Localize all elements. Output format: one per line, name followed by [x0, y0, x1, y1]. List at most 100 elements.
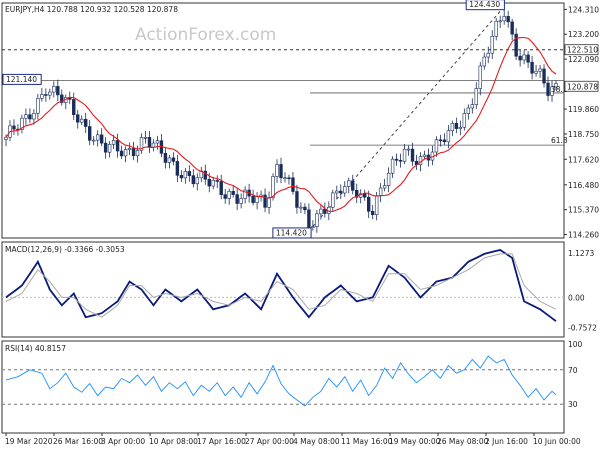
candle-body — [44, 94, 48, 96]
candle-body — [506, 16, 510, 23]
x-tick-label: 11 May 16:00 — [341, 437, 393, 446]
x-tick-label: 26 Mar 16:00 — [53, 437, 103, 446]
x-tick-label: 17 Apr 16:00 — [197, 437, 246, 446]
candle-body — [207, 178, 211, 187]
candle-body — [490, 35, 494, 54]
candle-body — [550, 86, 554, 96]
candle-body — [239, 198, 243, 204]
candle-body — [454, 123, 459, 129]
candle-body — [355, 189, 359, 198]
candle-body — [36, 98, 40, 114]
fib-382-label: 38.2 — [551, 85, 568, 94]
candle-body — [466, 107, 471, 114]
signal-line — [5, 253, 557, 318]
candle-body — [331, 192, 335, 208]
price-tick-label: 115.370 — [568, 206, 599, 215]
trend-line — [308, 6, 505, 232]
candle-body — [295, 191, 299, 208]
macd-tick-label: 1.1273 — [568, 249, 594, 258]
candle-body — [275, 164, 279, 177]
candle-body — [518, 55, 522, 61]
candle-body — [183, 171, 188, 179]
candle-body — [315, 213, 319, 227]
candle-body — [40, 94, 44, 99]
candle-body — [271, 176, 275, 198]
candle-body — [111, 140, 116, 145]
candle-body — [438, 139, 443, 142]
x-tick-label: 19 May 00:00 — [389, 437, 441, 446]
price-tick-label: 117.620 — [568, 155, 599, 164]
candle-body — [215, 180, 219, 182]
candle-body — [223, 194, 227, 199]
candle-body — [151, 142, 156, 148]
candle-body — [103, 142, 108, 153]
candle-body — [171, 157, 176, 162]
candle-body — [486, 52, 490, 58]
price-marker-label: 120.878 — [567, 82, 598, 91]
watermark: ActionForex.com — [135, 25, 276, 45]
candle-body — [20, 117, 24, 130]
price-tick-label: 124.310 — [568, 5, 599, 14]
candle-body — [155, 140, 160, 144]
candle-body — [366, 196, 371, 212]
candle-body — [450, 123, 455, 132]
candle-body — [378, 187, 383, 197]
candle-body — [534, 70, 538, 74]
x-tick-label: 3 Apr 00:00 — [101, 437, 145, 446]
rsi-tick-label: 30 — [568, 400, 578, 409]
candle-body — [462, 113, 467, 128]
candle-body — [554, 83, 558, 88]
candle-body — [76, 114, 80, 123]
macd-tick-label: -0.7572 — [568, 323, 597, 332]
low-label: 114.420 — [276, 228, 307, 237]
candle-body — [135, 149, 140, 157]
rsi-line — [5, 355, 557, 407]
candle-body — [446, 130, 451, 143]
price-tick-label: 123.200 — [568, 30, 599, 39]
candle-body — [422, 154, 427, 157]
candle-body — [195, 177, 200, 185]
high-label: 124.430 — [469, 0, 500, 9]
x-tick-label: 27 Apr 00:00 — [245, 437, 294, 446]
candle-body — [390, 158, 395, 174]
moving-average-line — [5, 36, 557, 213]
candle-body — [12, 125, 16, 130]
candle-body — [283, 177, 287, 180]
candle-body — [191, 175, 196, 185]
candle-body — [382, 185, 387, 189]
price-marker-box — [564, 44, 599, 56]
level-label-box — [2, 73, 42, 85]
candle-body — [251, 195, 255, 203]
candle-body — [80, 118, 84, 123]
candle-body — [24, 114, 28, 119]
candle-body — [72, 99, 76, 116]
x-tick-label: 2 Jun 16:00 — [485, 437, 528, 446]
candle-body — [56, 86, 60, 96]
candle-body — [52, 86, 56, 93]
candle-body — [227, 190, 231, 199]
candle-body — [339, 190, 343, 194]
candle-body — [175, 161, 180, 176]
candle-body — [482, 56, 486, 67]
candle-body — [255, 196, 259, 203]
candle-body — [87, 126, 92, 141]
candle-body — [514, 33, 518, 57]
candle-body — [60, 94, 64, 103]
candle-body — [458, 126, 463, 129]
candle-body — [28, 114, 32, 120]
candle-body — [243, 189, 247, 199]
candle-body — [319, 208, 323, 215]
candle-body — [167, 157, 172, 163]
rsi-layer — [2, 355, 564, 407]
candle-body — [546, 82, 550, 96]
candle-body — [263, 194, 267, 208]
price-tick-label: 119.860 — [568, 105, 599, 114]
rsi-header: RSI(14) 40.8157 — [5, 344, 66, 353]
candle-body — [498, 20, 502, 23]
candle-body — [502, 16, 506, 22]
price-panel — [1, 2, 565, 239]
x-tick-label: 19 Mar 2020 — [5, 437, 53, 446]
candle-body — [394, 158, 399, 161]
macd-panel — [1, 241, 565, 338]
